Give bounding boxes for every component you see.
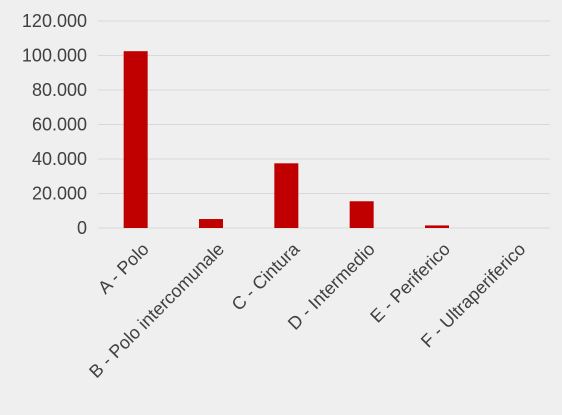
y-tick-label: 0 [77, 218, 87, 238]
bar [274, 163, 299, 228]
bar [425, 225, 449, 228]
y-tick-label: 40.000 [32, 149, 87, 169]
bar [123, 51, 148, 228]
y-tick-label: 60.000 [32, 115, 87, 135]
bar [349, 201, 374, 228]
y-tick-label: 80.000 [32, 80, 87, 100]
y-tick-label: 100.000 [22, 46, 87, 66]
y-tick-label: 20.000 [32, 184, 87, 204]
bar [199, 219, 223, 228]
y-tick-label: 120.000 [22, 11, 87, 31]
gridlines [98, 20, 550, 229]
y-axis-tick-labels: 0 20.000 40.000 60.000 80.000 100.000 120.000 [22, 11, 87, 238]
bars [123, 51, 449, 228]
